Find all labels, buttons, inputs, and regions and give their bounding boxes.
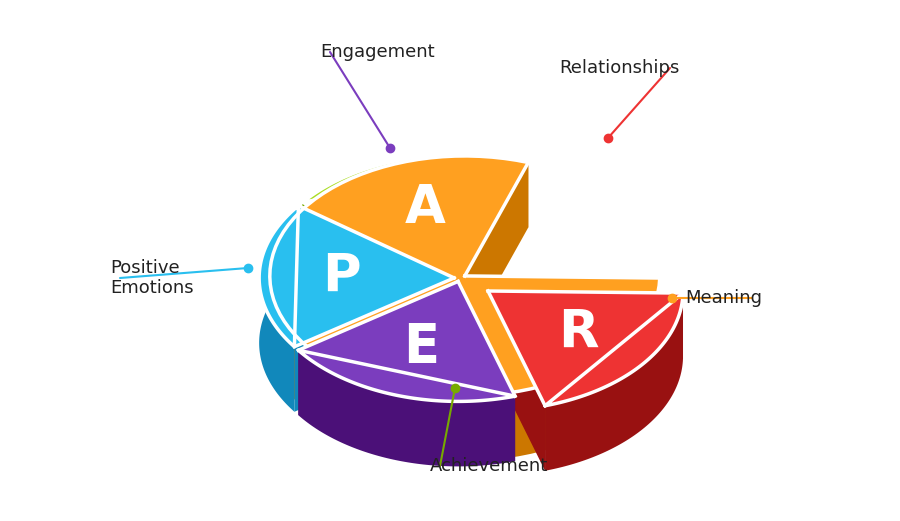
Text: Achievement: Achievement xyxy=(430,457,548,475)
Text: R: R xyxy=(558,307,598,359)
Polygon shape xyxy=(259,206,299,412)
Polygon shape xyxy=(270,156,660,461)
Text: Positive
Emotions: Positive Emotions xyxy=(110,258,194,297)
Polygon shape xyxy=(464,276,660,343)
Polygon shape xyxy=(299,206,454,343)
Text: Meaning: Meaning xyxy=(685,289,762,307)
Text: M: M xyxy=(531,210,584,262)
Polygon shape xyxy=(299,281,458,415)
Polygon shape xyxy=(302,155,522,267)
Polygon shape xyxy=(458,161,522,340)
Polygon shape xyxy=(458,281,515,461)
Text: Engagement: Engagement xyxy=(320,43,435,61)
Text: Relationships: Relationships xyxy=(560,59,680,77)
Polygon shape xyxy=(270,156,660,396)
Polygon shape xyxy=(488,291,683,406)
Polygon shape xyxy=(299,281,515,401)
Text: P: P xyxy=(322,251,360,303)
Text: A: A xyxy=(405,182,446,234)
Polygon shape xyxy=(259,206,454,347)
Polygon shape xyxy=(488,291,545,471)
Polygon shape xyxy=(488,291,683,358)
Text: E: E xyxy=(403,321,439,373)
Polygon shape xyxy=(294,278,454,412)
Polygon shape xyxy=(545,293,683,471)
Polygon shape xyxy=(302,202,458,340)
Polygon shape xyxy=(302,155,522,275)
Polygon shape xyxy=(299,350,515,466)
Polygon shape xyxy=(464,163,528,341)
